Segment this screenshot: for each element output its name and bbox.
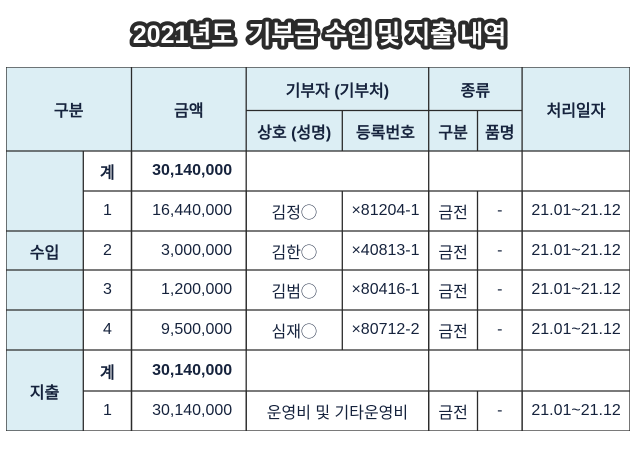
svg-text:2021년도기부금 수입 및 지출 내역: 2021년도 기부금 수입 및 지출 내역 — [133, 21, 506, 49]
